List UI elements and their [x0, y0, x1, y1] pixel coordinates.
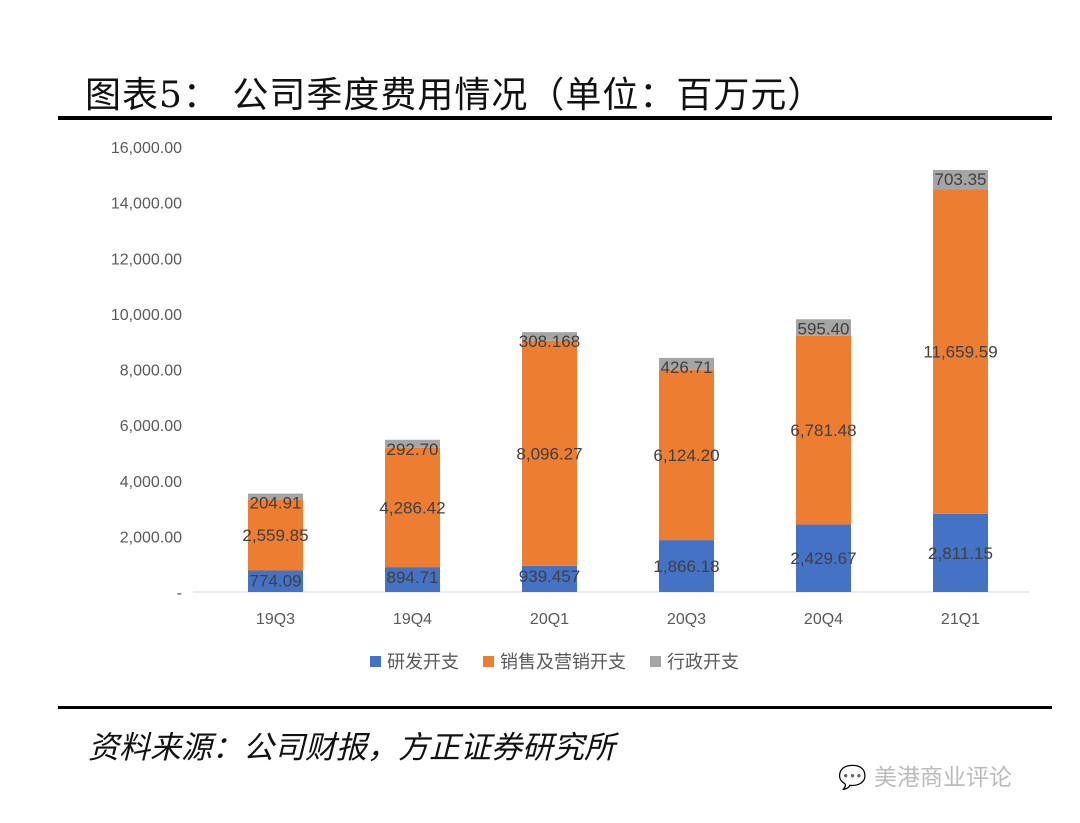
bottom-rule — [58, 706, 1052, 709]
bar-segment — [248, 493, 303, 500]
data-label: 2,559.85 — [242, 526, 308, 545]
bar-segment — [933, 513, 988, 592]
figure-title: 图表5： 公司季度费用情况（单位：百万元） — [85, 75, 825, 116]
legend-swatch — [370, 656, 381, 667]
data-label: 774.09 — [250, 571, 302, 590]
bar-segment — [385, 567, 440, 592]
data-label: 894.71 — [387, 568, 439, 587]
legend-label: 销售及营销开支 — [500, 652, 626, 672]
legend-label: 研发开支 — [387, 652, 459, 672]
x-tick-label: 20Q1 — [530, 611, 569, 628]
data-label: 2,811.15 — [928, 544, 993, 563]
top-rule — [58, 116, 1052, 120]
data-label: 8,096.27 — [516, 444, 582, 463]
bar-segment — [659, 369, 714, 541]
bar-segment — [522, 332, 577, 341]
x-tick-label: 20Q3 — [667, 611, 706, 628]
bar-segment — [385, 439, 440, 448]
data-label: 595.40 — [798, 319, 850, 338]
bar-segment — [659, 540, 714, 592]
y-tick-label: 8,000.00 — [120, 363, 182, 380]
bar-segment — [659, 357, 714, 370]
watermark-text: 美港商业评论 — [873, 765, 1012, 791]
data-label: 939.457 — [519, 567, 580, 586]
bar-segment — [248, 499, 303, 571]
legend-swatch — [483, 656, 494, 667]
data-label: 204.91 — [250, 494, 302, 513]
x-tick-label: 20Q4 — [804, 611, 843, 628]
y-tick-label: 2,000.00 — [120, 529, 182, 546]
x-tick-label: 19Q3 — [256, 611, 295, 628]
bar-segment — [248, 570, 303, 592]
data-label: 2,429.67 — [790, 549, 856, 568]
y-tick-label: 14,000.00 — [111, 196, 182, 213]
data-label: 6,781.48 — [790, 421, 856, 440]
watermark: 💬 美港商业评论 — [838, 758, 1012, 792]
y-tick-label: 4,000.00 — [120, 474, 182, 491]
data-label: 292.70 — [387, 440, 439, 459]
y-tick-label: 10,000.00 — [111, 307, 182, 324]
bar-segment — [522, 565, 577, 592]
legend-label: 行政开支 — [667, 652, 739, 672]
y-tick-label: 12,000.00 — [111, 251, 182, 268]
bar-segment — [796, 319, 851, 336]
source-note: 资料来源：公司财报，方正证券研究所 — [88, 730, 615, 766]
x-tick-label: 21Q1 — [941, 611, 980, 628]
bar-segment — [796, 524, 851, 592]
legend-swatch — [650, 656, 661, 667]
bar-segment — [933, 189, 988, 514]
bar-segment — [522, 340, 577, 566]
data-label: 308.168 — [519, 332, 580, 351]
data-label: 4,286.42 — [379, 499, 445, 518]
y-tick-label: - — [177, 585, 182, 602]
bar-segment — [933, 169, 988, 190]
y-tick-label: 6,000.00 — [120, 418, 182, 435]
data-label: 6,124.20 — [653, 446, 719, 465]
data-label: 1,866.18 — [653, 557, 719, 576]
wechat-icon: 💬 — [838, 765, 867, 791]
data-label: 426.71 — [661, 358, 713, 377]
bar-segment — [796, 335, 851, 525]
x-tick-label: 19Q4 — [393, 611, 432, 628]
data-label: 703.35 — [935, 170, 987, 189]
y-tick-label: 16,000.00 — [111, 140, 182, 157]
data-label: 11,659.59 — [923, 343, 997, 362]
bar-segment — [385, 447, 440, 568]
